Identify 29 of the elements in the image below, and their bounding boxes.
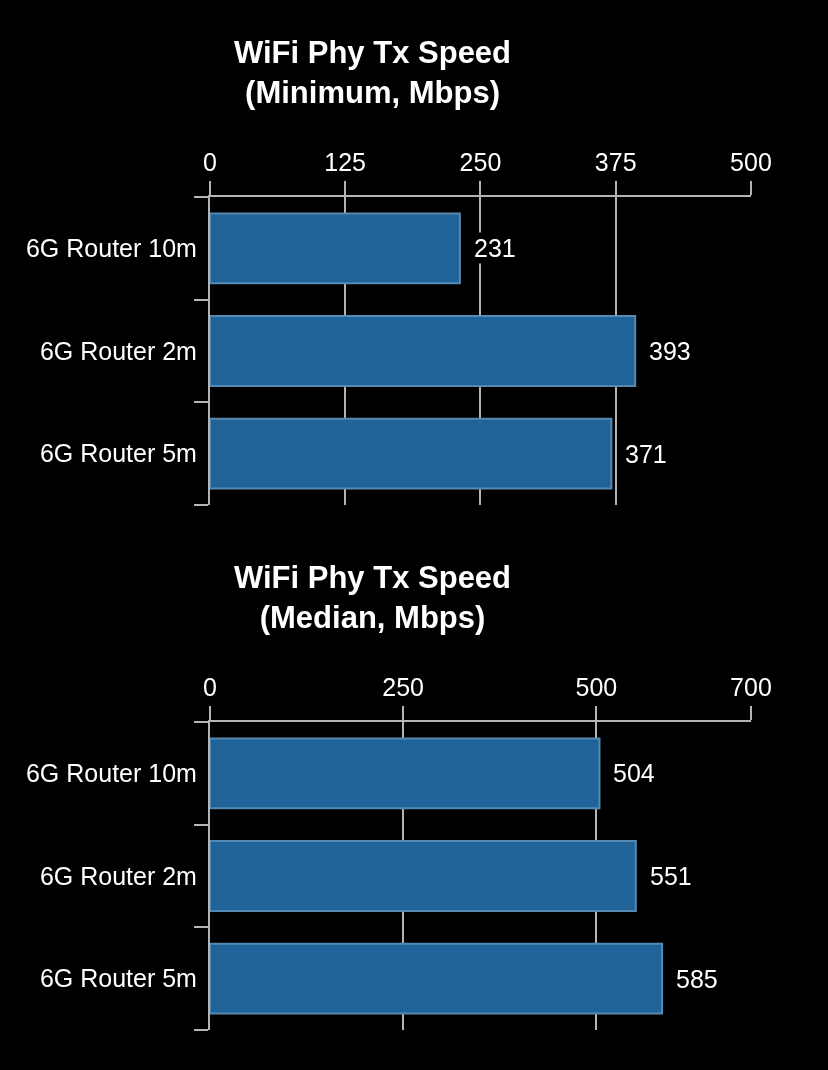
x-tick-label: 250 (459, 148, 502, 176)
bar (209, 417, 613, 490)
x-tick-label: 700 (730, 673, 772, 701)
data-label: 231 (474, 234, 516, 262)
bar (209, 840, 637, 912)
chart-title: WiFi Phy Tx Speed (Minimum, Mbps) (234, 35, 512, 111)
data-label: 371 (625, 440, 667, 468)
y-tick-label: 6G Router 10m (25, 759, 197, 788)
bar (209, 212, 461, 285)
y-tick-label: 6G Router 10m (25, 234, 197, 263)
x-tick-label: 375 (594, 148, 637, 176)
y-tick-label: 6G Router 5m (39, 964, 197, 993)
bar (209, 315, 637, 387)
x-tick-label: 250 (382, 673, 424, 701)
x-tick-label: 125 (324, 148, 367, 176)
x-tick-label: 500 (730, 148, 772, 176)
chart-title: WiFi Phy Tx Speed (Median, Mbps) (234, 560, 512, 636)
y-tick-label: 6G Router 2m (39, 336, 197, 365)
x-tick-label: 0 (202, 148, 217, 176)
bar (209, 942, 664, 1015)
data-label: 393 (649, 337, 691, 365)
data-label: 551 (650, 862, 692, 890)
data-label: 585 (676, 965, 718, 993)
x-tick-label: 0 (202, 673, 217, 701)
bar (209, 737, 601, 810)
y-tick-label: 6G Router 2m (39, 861, 197, 890)
data-label: 504 (613, 759, 655, 787)
y-tick-label: 6G Router 5m (39, 439, 197, 468)
x-tick-label: 500 (575, 673, 618, 701)
